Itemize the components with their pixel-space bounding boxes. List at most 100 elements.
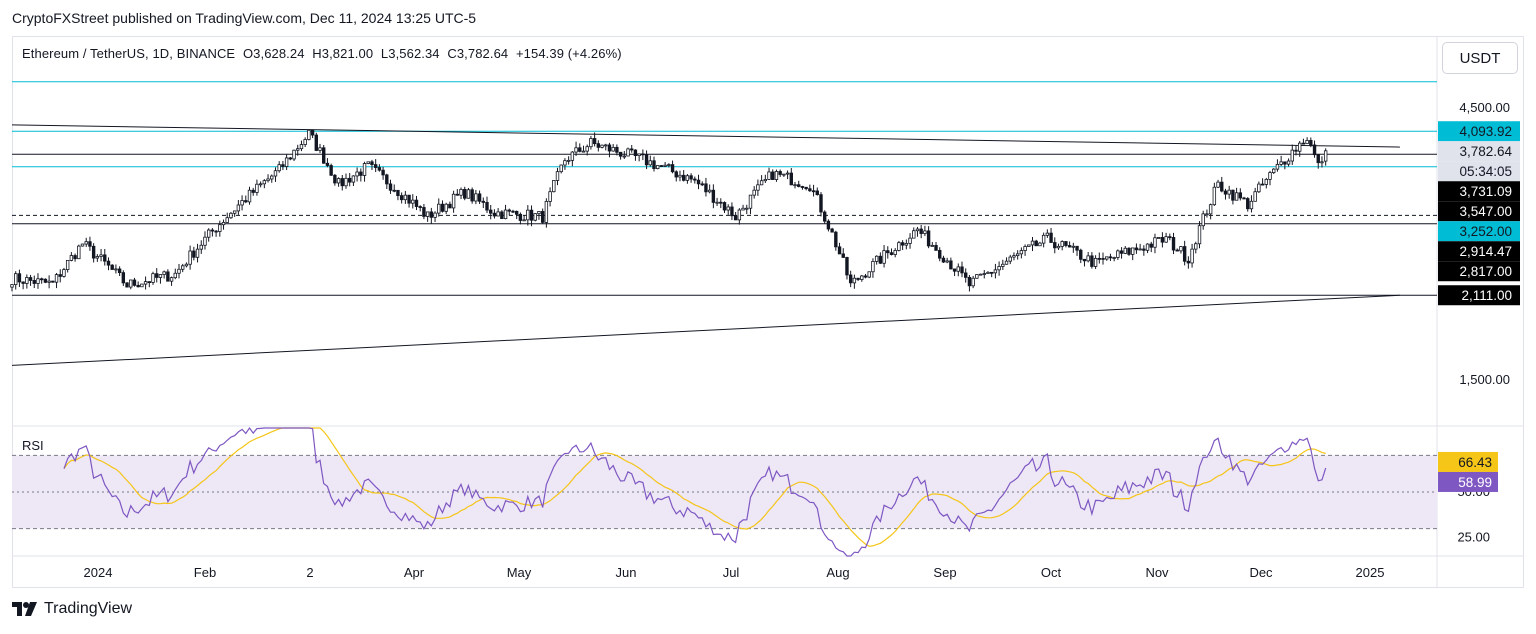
candle-up bbox=[1279, 161, 1283, 165]
candle-up bbox=[678, 174, 682, 178]
candle-up bbox=[1297, 142, 1302, 152]
candle-up bbox=[69, 255, 74, 261]
symbol-label[interactable]: Ethereum / TetherUS, 1D, BINANCE bbox=[22, 46, 236, 61]
candle-down bbox=[477, 193, 482, 202]
candle-down bbox=[949, 260, 953, 270]
candle-up bbox=[1112, 257, 1116, 259]
candle-up bbox=[867, 271, 871, 278]
candle-up bbox=[240, 200, 244, 206]
time-axis-tick-5: Jun bbox=[616, 565, 637, 580]
price-label-0: 4,093.92 bbox=[1459, 124, 1512, 139]
candle-down bbox=[789, 172, 793, 186]
candle-up bbox=[745, 207, 749, 210]
candle-up bbox=[95, 256, 100, 259]
candle-down bbox=[1067, 245, 1072, 248]
candle-up bbox=[945, 260, 949, 263]
candle-up bbox=[1305, 140, 1309, 145]
candle-up bbox=[25, 277, 29, 284]
candle-down bbox=[251, 189, 255, 193]
candle-up bbox=[1272, 168, 1276, 173]
tradingview-logo-icon bbox=[12, 602, 38, 616]
candle-up bbox=[1212, 186, 1217, 206]
candle-up bbox=[656, 165, 660, 170]
candle-up bbox=[793, 184, 797, 187]
candle-down bbox=[1079, 249, 1083, 260]
candle-down bbox=[826, 220, 831, 230]
currency-button[interactable]: USDT bbox=[1442, 42, 1518, 74]
trendline-0 bbox=[11, 124, 1400, 148]
candle-up bbox=[270, 175, 274, 180]
candle-down bbox=[926, 230, 931, 247]
candle-down bbox=[722, 202, 727, 211]
candle-down bbox=[1312, 144, 1317, 156]
rsi-title: RSI bbox=[22, 438, 44, 453]
candle-down bbox=[489, 209, 493, 214]
candle-down bbox=[418, 206, 422, 208]
candle-up bbox=[767, 171, 771, 180]
candle-up bbox=[1190, 248, 1194, 264]
candle-up bbox=[77, 245, 81, 260]
candle-up bbox=[318, 147, 322, 151]
candle-down bbox=[17, 273, 22, 283]
candle-up bbox=[1105, 256, 1109, 260]
candle-down bbox=[325, 162, 330, 166]
candle-down bbox=[644, 154, 649, 166]
tradingview-brand: TradingView bbox=[44, 600, 133, 617]
candle-up bbox=[262, 180, 267, 185]
candle-up bbox=[1086, 255, 1090, 262]
open-value: O3,628.24 bbox=[242, 46, 305, 61]
candle-down bbox=[288, 157, 293, 160]
candle-up bbox=[195, 248, 200, 258]
time-axis-tick-4: May bbox=[507, 565, 532, 580]
candle-up bbox=[1145, 243, 1150, 251]
candle-up bbox=[206, 229, 211, 238]
low-value: L3,562.34 bbox=[380, 46, 440, 61]
candle-down bbox=[106, 260, 111, 266]
rsi-value-label-0: 66.43 bbox=[1458, 455, 1492, 470]
candle-down bbox=[340, 178, 344, 187]
candle-down bbox=[778, 171, 782, 175]
time-axis-tick-9: Oct bbox=[1041, 565, 1062, 580]
time-axis-tick-10: Nov bbox=[1145, 565, 1169, 580]
close-value: C3,782.64 bbox=[447, 46, 509, 61]
candle-up bbox=[1030, 240, 1035, 246]
candle-up bbox=[307, 129, 311, 140]
candle-down bbox=[696, 179, 701, 185]
candle-down bbox=[700, 183, 704, 186]
candle-up bbox=[648, 160, 652, 166]
candle-up bbox=[1060, 241, 1064, 247]
candle-down bbox=[618, 151, 623, 157]
candle-down bbox=[110, 264, 114, 270]
candle-down bbox=[540, 211, 545, 223]
rsi-value-box-1 bbox=[1438, 471, 1498, 492]
candle-down bbox=[1053, 242, 1057, 249]
candle-up bbox=[273, 170, 278, 177]
candle-up bbox=[930, 244, 935, 247]
candle-down bbox=[470, 189, 474, 202]
candle-up bbox=[162, 271, 166, 275]
candle-up bbox=[552, 180, 556, 193]
candle-up bbox=[915, 228, 920, 232]
candle-down bbox=[837, 246, 842, 255]
candle-down bbox=[385, 174, 389, 185]
candle-down bbox=[719, 201, 723, 204]
candle-down bbox=[834, 231, 838, 248]
candle-up bbox=[129, 279, 133, 288]
candle-down bbox=[529, 209, 534, 221]
tradingview-footer[interactable]: TradingView bbox=[12, 600, 132, 618]
candle-down bbox=[121, 272, 126, 284]
candle-down bbox=[1186, 260, 1191, 264]
price-label-box-7 bbox=[1438, 261, 1520, 282]
candle-down bbox=[1246, 198, 1250, 210]
candle-down bbox=[73, 255, 77, 260]
candle-down bbox=[511, 210, 515, 213]
candle-down bbox=[578, 147, 582, 152]
candle-up bbox=[1205, 213, 1209, 216]
candle-down bbox=[414, 199, 419, 207]
candle-up bbox=[1153, 237, 1157, 248]
candle-down bbox=[1127, 247, 1131, 255]
price-axis-tick-0: 4,500.00 bbox=[1459, 100, 1510, 115]
candle-down bbox=[797, 184, 801, 187]
candle-up bbox=[882, 250, 886, 264]
